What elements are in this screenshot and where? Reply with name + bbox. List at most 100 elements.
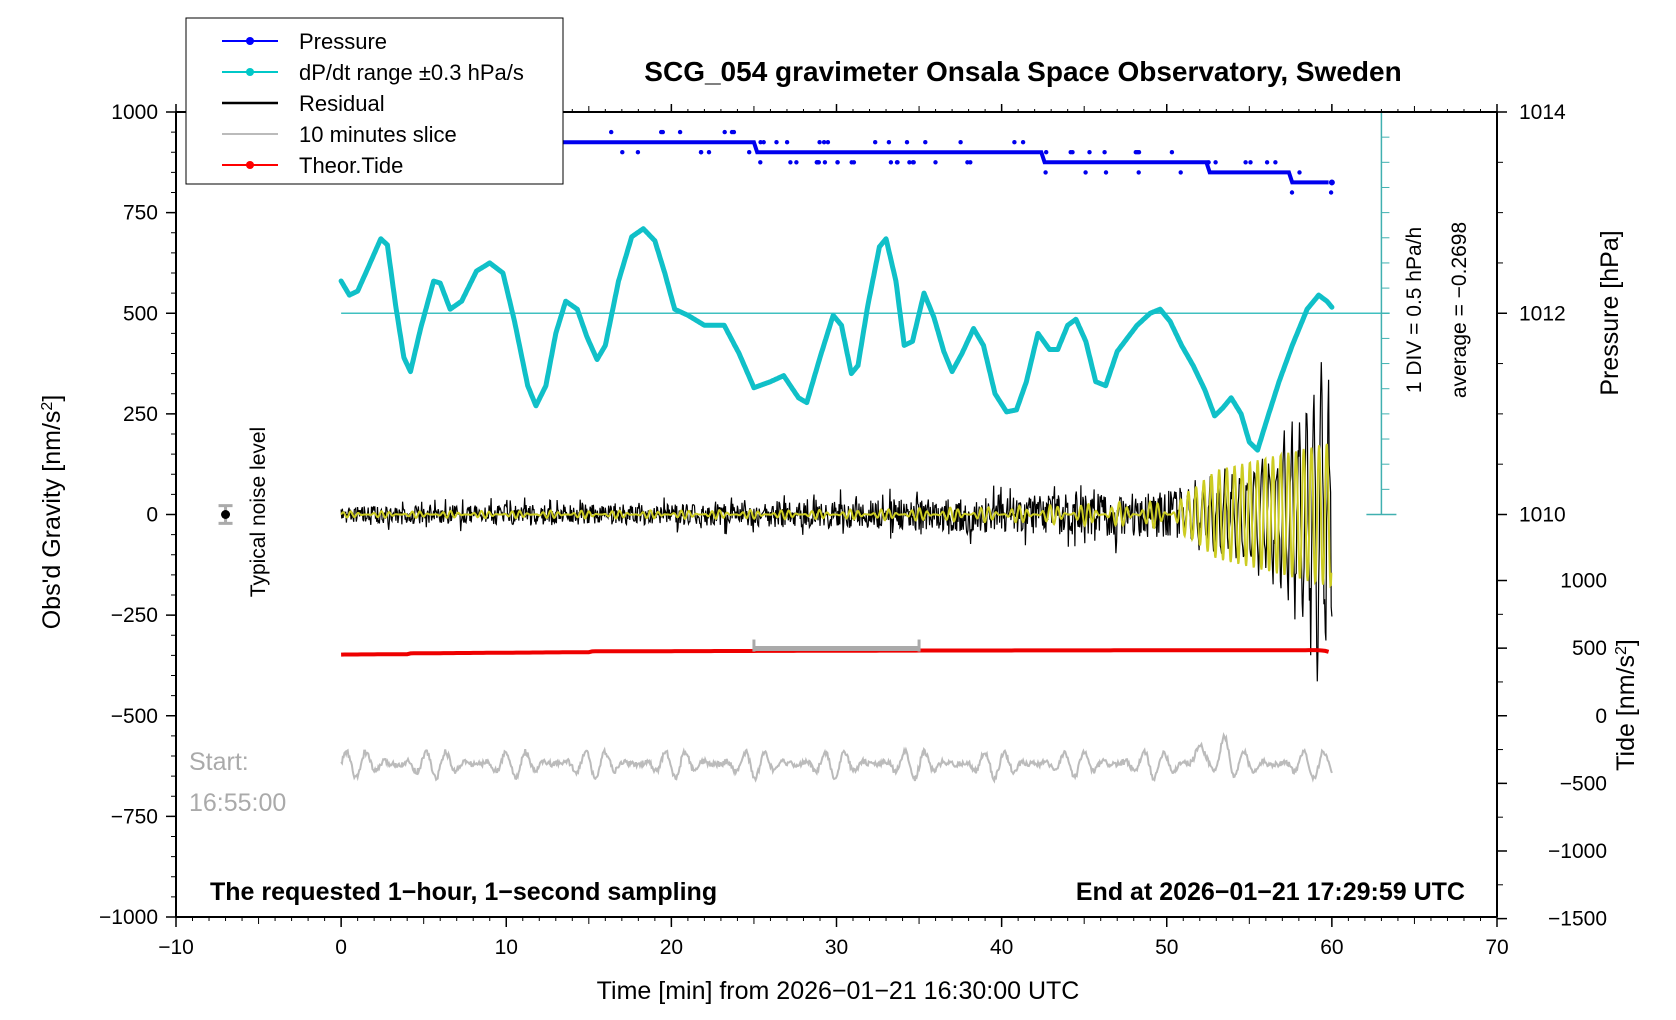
x-tick-label: 50	[1155, 936, 1178, 959]
pressure-point	[747, 150, 752, 155]
filtered-line	[340, 443, 1333, 589]
pressure-point	[923, 140, 928, 145]
pressure-point	[1328, 190, 1334, 195]
slice-series-layer	[340, 732, 1333, 784]
pressure-point	[873, 140, 878, 145]
legend: Pressure dP/dt range ±0.3 hPa/s Residual 10…	[185, 17, 564, 185]
legend-label: Theor.Tide	[299, 153, 403, 178]
pressure-point	[1044, 150, 1049, 155]
pressure-point	[698, 150, 704, 155]
y-tick-label: −1000	[99, 906, 158, 929]
noise-level-label: Typical noise level	[247, 427, 270, 597]
pressure-point	[677, 129, 683, 135]
pressure-point	[620, 150, 625, 155]
pressure-point	[968, 160, 973, 165]
x-tick-label: 0	[335, 936, 347, 959]
pressure-point	[1103, 170, 1109, 175]
pressure-point	[1243, 160, 1248, 165]
y-tick-label: −500	[111, 705, 158, 728]
bottom-left-note: The requested 1−hour, 1−second sampling	[210, 878, 717, 906]
pressure-point	[1020, 140, 1026, 145]
legend-marker	[246, 68, 254, 76]
pressure-point	[794, 160, 799, 165]
pressure-point	[722, 129, 727, 135]
pressure-point	[821, 140, 827, 145]
y-tick-label: 750	[123, 202, 158, 225]
pressure-point	[1297, 170, 1302, 175]
legend-marker	[246, 161, 254, 169]
pressure-axis-ticks: 1014 1012 1010	[1497, 101, 1566, 527]
dpdt-line	[338, 226, 1335, 453]
pressure-point	[1087, 150, 1092, 155]
x-tick-label: −10	[158, 936, 194, 959]
noise-point	[221, 510, 231, 519]
pressure-tick-label: 1010	[1519, 504, 1566, 527]
tide-tick-label: −1500	[1548, 908, 1607, 931]
y-axis-ticks: 1000 750 500 250 0 −250 −500 −750 −1000	[99, 101, 176, 929]
pressure-point	[1328, 179, 1335, 186]
y-tick-label: 250	[123, 403, 158, 426]
pressure-point	[774, 140, 779, 145]
x-tick-label: 70	[1485, 936, 1508, 959]
filtered-series-layer	[340, 443, 1333, 589]
dpdt-series-layer	[338, 226, 1390, 453]
pressure-point	[706, 150, 712, 155]
y-tick-label: 1000	[111, 101, 158, 124]
pressure-point	[1070, 150, 1075, 155]
slice-line	[340, 732, 1333, 784]
y-tick-label: −250	[111, 604, 158, 627]
pressure-point	[1178, 170, 1183, 175]
pressure-point	[784, 140, 790, 145]
pressure-point	[758, 140, 763, 145]
pressure-point	[1213, 160, 1218, 165]
tide-tick-label: −500	[1560, 772, 1607, 795]
pressure-point	[886, 140, 892, 145]
pressure-tick-label: 1012	[1519, 302, 1566, 325]
pressure-point	[888, 160, 894, 165]
pressure-point	[1043, 170, 1048, 175]
y-tick-label: −750	[111, 805, 158, 828]
legend-marker	[246, 37, 254, 45]
pressure-point	[788, 160, 793, 165]
dpdt-scale-bar	[1366, 111, 1397, 516]
pressure-point	[1264, 160, 1270, 165]
y-axis-label-tide: Tide [nm/s2]	[1612, 639, 1640, 771]
pressure-point	[758, 160, 763, 165]
pressure-point	[835, 160, 840, 165]
tide-axis-ticks: 1000 500 0 −500 −1000 −1500	[1497, 570, 1607, 931]
y-axis-label-pressure: Pressure [hPa]	[1596, 230, 1624, 395]
x-tick-label: 60	[1320, 936, 1343, 959]
tide-tick-label: 500	[1572, 637, 1607, 660]
x-tick-label: 40	[990, 936, 1013, 959]
pressure-point	[660, 129, 665, 135]
pressure-point	[1206, 160, 1211, 165]
pressure-point	[1273, 160, 1278, 165]
pressure-point	[761, 140, 766, 145]
pressure-point	[894, 160, 900, 165]
x-axis-label: Time [min] from 2026−01−21 16:30:00 UTC	[597, 977, 1080, 1005]
pressure-point	[1083, 170, 1088, 175]
start-time: 16:55:00	[189, 789, 286, 817]
pressure-point	[814, 160, 819, 165]
pressure-point	[1012, 140, 1017, 145]
noise-marker	[218, 504, 233, 525]
pressure-point	[1102, 150, 1107, 155]
x-tick-label: 10	[495, 936, 518, 959]
pressure-point	[958, 140, 963, 145]
pressure-point	[933, 160, 938, 165]
pressure-point	[1136, 150, 1142, 155]
pressure-point	[1289, 190, 1295, 195]
y-tick-label: 500	[123, 302, 158, 325]
x-tick-label: 30	[825, 936, 848, 959]
pressure-point	[1133, 150, 1139, 155]
legend-label: Pressure	[299, 29, 387, 54]
tide-tick-label: 1000	[1560, 570, 1607, 593]
pressure-point	[635, 150, 641, 155]
pressure-point	[822, 160, 828, 165]
pressure-point	[817, 140, 822, 145]
average-label: average = −0.2698	[1448, 222, 1471, 398]
pressure-point	[904, 140, 910, 145]
tide-tick-label: 0	[1595, 705, 1607, 728]
pressure-point	[851, 160, 857, 165]
pressure-point	[907, 160, 912, 165]
